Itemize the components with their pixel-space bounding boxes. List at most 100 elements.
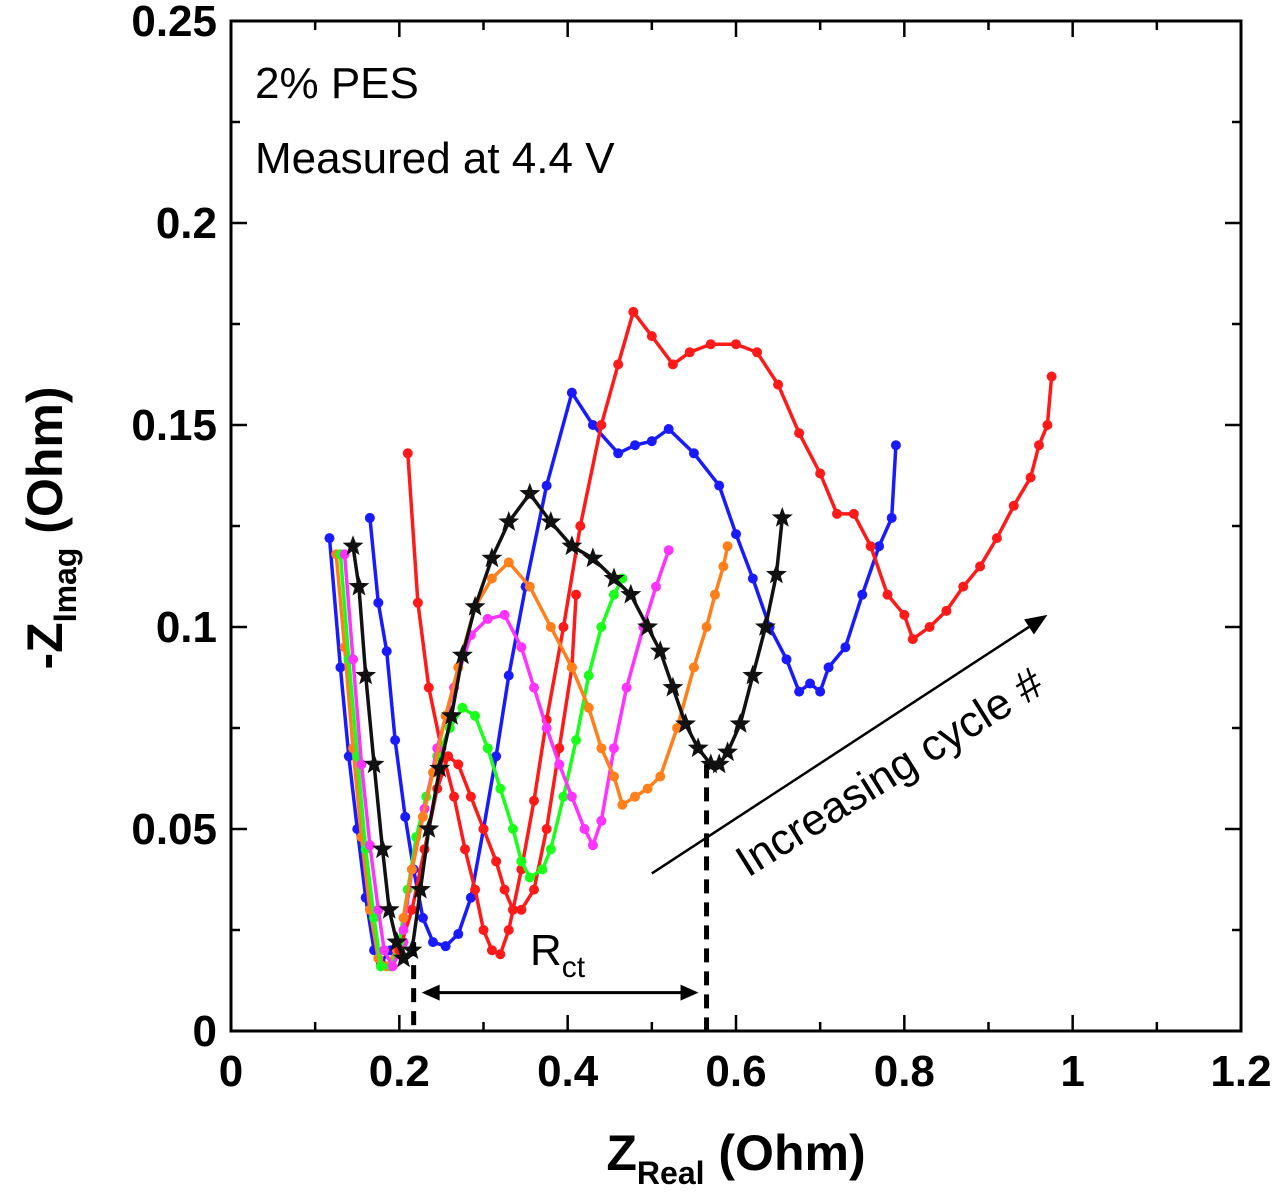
data-point [596,743,607,754]
data-point [596,622,607,632]
data-point [608,743,619,754]
data-point [613,359,624,370]
data-point [423,682,434,693]
data-point [545,622,556,632]
data-point-star [429,757,451,778]
data-point-star [603,567,625,588]
data-point [886,512,897,523]
data-point [805,678,816,689]
data-point [390,735,401,746]
data-point [890,440,901,451]
y-tick-label: 0.1 [156,603,217,652]
data-point [524,581,535,592]
data-point-star [649,640,671,661]
data-point [1025,472,1036,483]
data-point [470,710,481,721]
data-point [815,468,826,479]
data-point-star [418,818,440,838]
data-point [541,824,552,834]
data-point-star [393,947,414,968]
data-point [491,856,502,867]
data-point [731,529,741,540]
data-point-star [519,482,541,503]
data-point [621,682,632,693]
data-point [486,945,497,956]
data-point [507,824,518,834]
data-point [381,646,392,657]
data-point [400,811,411,822]
x-tick-label: 0.8 [874,1047,935,1096]
data-point [991,533,1002,544]
data-point [709,589,720,600]
y-tick-label: 0.15 [131,401,217,450]
data-point [356,759,367,770]
y-tick-label: 0.25 [131,0,217,46]
x-tick-label: 1 [1060,1047,1084,1096]
condition-label: Measured at 4.4 V [255,134,615,183]
data-point [554,743,565,754]
data-point [453,929,464,940]
data-point [516,642,527,653]
data-point-star [771,506,793,527]
data-point [459,844,470,855]
data-point [406,904,417,915]
data-point [364,512,375,523]
data-point-star [372,838,393,859]
data-point-star [342,535,364,556]
data-point [566,387,577,398]
data-point-star [355,664,377,685]
data-point [1008,500,1019,511]
data-point [794,686,805,697]
data-point-star [386,931,408,951]
data-point [747,573,758,584]
data-point [646,331,657,342]
data-point-star [498,511,520,531]
data-point [575,521,586,531]
data-point [731,339,741,350]
data-point [417,811,428,822]
data-point [688,448,699,459]
x-axis-title: ZReal (Ohm) [606,1125,865,1191]
data-point [596,815,607,826]
data-point-star [441,704,462,725]
sample-label: 2% PES [255,59,419,108]
y-axis-title-unit: (Ohm) [17,387,73,548]
x-axis-title-main: Z [606,1125,637,1181]
data-point [663,545,674,556]
data-point [529,884,539,895]
data-point [1042,420,1053,430]
data-point [752,347,763,358]
x-axis-title-unit: (Ohm) [705,1125,866,1181]
data-point [412,597,423,608]
data-point [857,589,868,600]
data-point [587,840,598,851]
data-point-star [755,616,776,636]
x-tick-label: 0.4 [537,1047,599,1096]
y-tick-label: 0.2 [156,199,217,248]
data-point [499,609,510,620]
rct-sub: ct [562,951,586,984]
data-point [628,306,639,317]
data-point-star [620,583,642,604]
x-axis-title-sub: Real [637,1155,705,1191]
data-point [503,925,514,935]
data-point [701,622,712,632]
data-point [486,573,497,584]
data-point-star [409,878,431,899]
data-point [655,771,666,782]
data-point [874,541,885,552]
data-point-star [637,616,659,636]
data-point-star [378,898,400,919]
data-point [554,759,565,770]
data-point [507,904,518,915]
data-point [579,824,590,834]
y-axis-title-sub: Imag [47,548,83,623]
data-point-star [464,595,486,616]
rct-main: R [530,926,562,975]
data-point [646,436,657,447]
data-point [596,420,607,430]
data-point-star [561,535,583,556]
data-point [667,359,678,370]
data-point [428,937,438,948]
data-point [907,634,918,645]
